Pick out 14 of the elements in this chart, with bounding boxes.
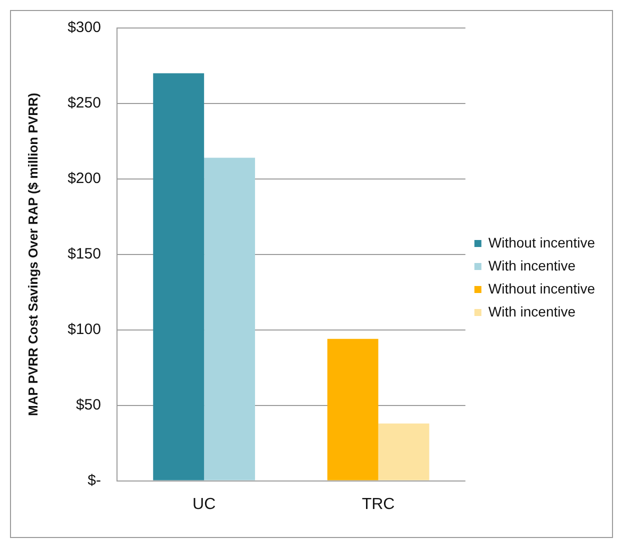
y-tick-label: $150 [68, 246, 101, 263]
y-tick-label: $50 [76, 396, 101, 414]
legend-label: Without incentive [488, 234, 596, 250]
legend-label: Without incentive [488, 280, 596, 296]
y-tick-label: $100 [68, 321, 101, 338]
x-tick-label: TRC [362, 496, 395, 513]
y-tick-label: $200 [68, 170, 101, 188]
y-tick-label: $250 [68, 94, 101, 112]
y-tick-label: $300 [68, 19, 101, 36]
legend-label: With incentive [488, 303, 576, 320]
y-axis-title: MAP PVRR Cost Savings Over RAP ($ million PVRR) [25, 92, 40, 416]
legend-label: With incentive [488, 257, 576, 274]
x-tick-label: UC [192, 496, 216, 513]
y-tick-label: $- [88, 472, 101, 489]
